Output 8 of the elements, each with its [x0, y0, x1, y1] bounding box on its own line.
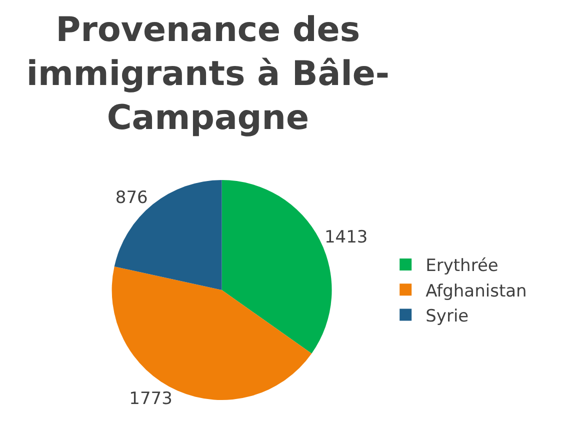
data-label: 1773: [129, 389, 172, 410]
legend-label: Syrie: [426, 306, 469, 326]
pie-slice: [114, 180, 222, 290]
data-label: 1413: [324, 227, 368, 248]
legend-label: Afghanistan: [426, 281, 527, 302]
legend-label: Erythrée: [426, 256, 498, 276]
data-label: 876: [115, 188, 148, 208]
chart-title: Provenance des immigrants à Bâle-Campagne: [26, 10, 390, 138]
